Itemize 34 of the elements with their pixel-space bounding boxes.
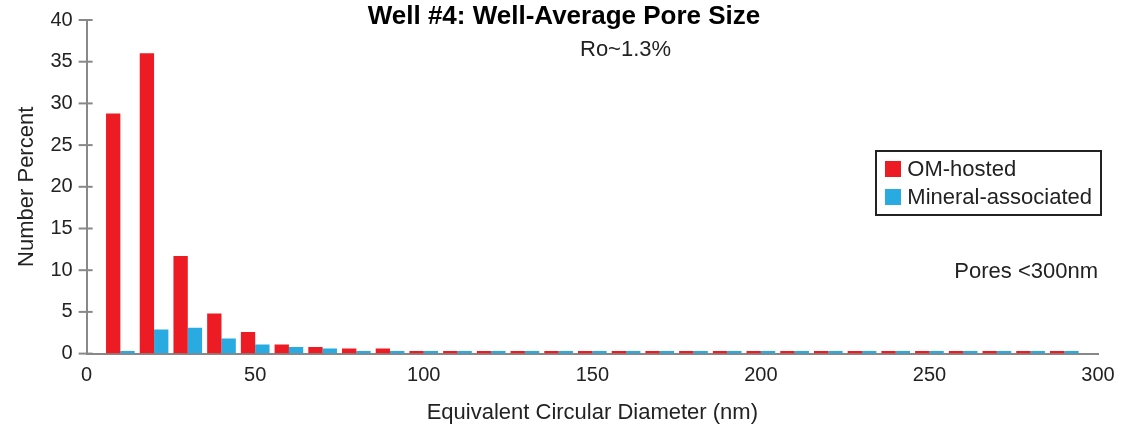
chart-title: Well #4: Well-Average Pore Size <box>367 0 761 30</box>
x-tick-label: 0 <box>81 363 93 386</box>
legend-label: Mineral-associated <box>907 183 1092 211</box>
y-tick-label: 5 <box>61 299 73 322</box>
annotation: Pores <300nm <box>954 258 1098 284</box>
y-tick-label: 20 <box>50 174 73 197</box>
y-tick-label: 35 <box>50 49 73 72</box>
bar <box>207 313 222 354</box>
x-axis-title: Equivalent Circular Diameter (nm) <box>426 398 758 424</box>
bar <box>139 53 155 354</box>
x-tick-label: 300 <box>1081 363 1115 386</box>
x-tick-label: 150 <box>575 363 610 386</box>
bar <box>274 344 289 354</box>
x-tick-label: 250 <box>912 363 947 386</box>
legend-label: OM-hosted <box>907 155 1017 183</box>
annotation: Ro~1.3% <box>580 36 672 62</box>
x-tick-label: 200 <box>744 363 778 386</box>
y-tick-label: 40 <box>50 7 73 30</box>
y-axis-title: Number Percent <box>13 106 39 267</box>
bar <box>221 338 236 354</box>
bar <box>187 327 203 354</box>
bar <box>154 329 169 354</box>
bar <box>106 113 121 354</box>
y-tick-label: 30 <box>50 90 73 113</box>
bar <box>255 344 270 354</box>
y-tick-label: 10 <box>50 257 73 280</box>
bar <box>308 346 323 354</box>
x-tick-label: 50 <box>244 363 267 386</box>
x-tick-label: 100 <box>407 363 441 386</box>
bar <box>173 256 188 354</box>
y-tick-label: 0 <box>61 341 73 364</box>
bar <box>240 331 256 354</box>
y-tick-label: 25 <box>50 132 73 155</box>
y-tick-label: 15 <box>50 216 73 239</box>
